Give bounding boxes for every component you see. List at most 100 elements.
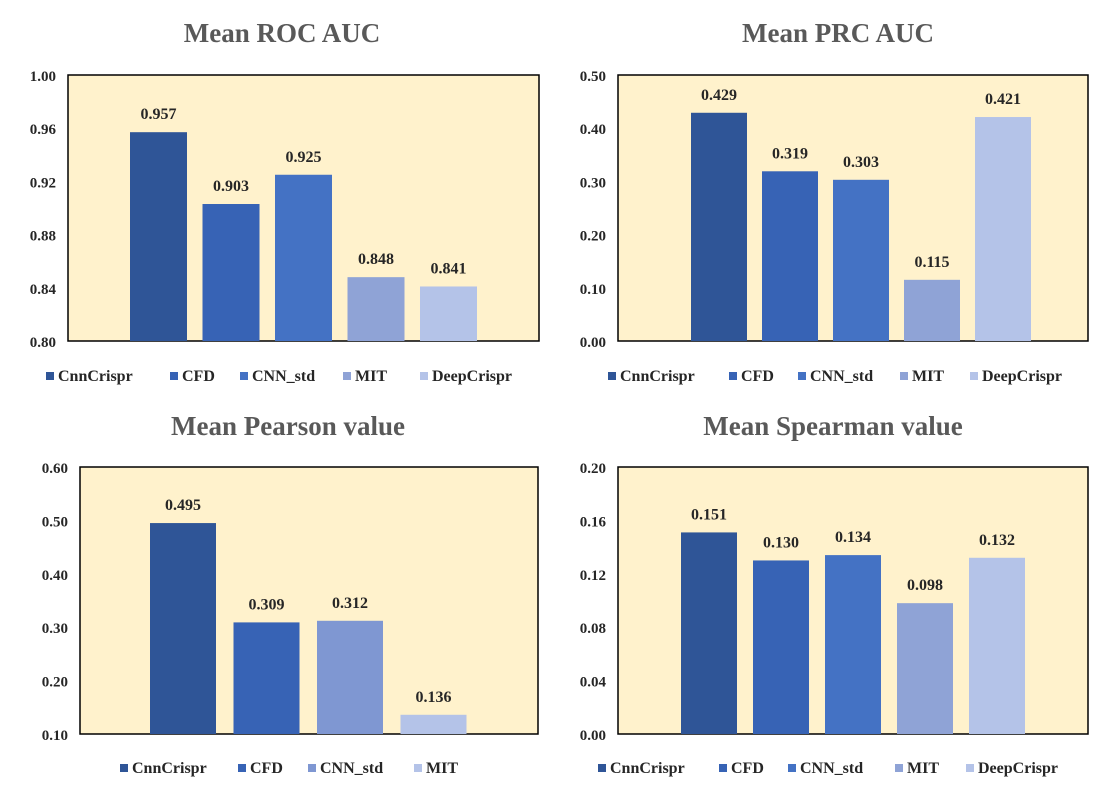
legend-item: CNN_std	[810, 368, 873, 385]
legend-swatch	[966, 764, 974, 772]
bar-deepcrispr	[975, 117, 1031, 341]
data-label: 0.303	[843, 154, 879, 171]
y-tick-label: 0.84	[30, 282, 57, 298]
legend-item: DeepCrispr	[982, 368, 1062, 385]
legend-item: CnnCrispr	[132, 760, 207, 777]
data-label: 0.151	[691, 506, 727, 523]
data-label: 0.848	[358, 251, 394, 268]
legend-item: MIT	[907, 760, 939, 777]
legend-swatch	[895, 764, 903, 772]
legend-swatch	[598, 764, 606, 772]
data-label: 0.957	[141, 106, 177, 123]
bar-cfd	[202, 204, 260, 341]
bar-cnncrispr	[691, 112, 747, 341]
legend-item: CFD	[731, 760, 764, 777]
data-label: 0.429	[701, 87, 737, 104]
plot-area	[79, 466, 539, 735]
y-tick-label: 0.10	[42, 728, 68, 744]
legend-swatch	[420, 372, 428, 380]
data-label: 0.903	[213, 178, 249, 195]
legend-swatch	[900, 372, 908, 380]
legend-item: CNN_std	[320, 760, 383, 777]
bar-cnn-std	[833, 179, 889, 341]
y-tick-label: 0.96	[30, 122, 57, 138]
y-tick-label: 0.16	[580, 514, 607, 530]
chart-panel-2: Mean PRC AUC 0.00 0.10 0.20 0.30 0.40 0.50 0.42…	[580, 18, 1089, 385]
legend-item: CFD	[741, 368, 774, 385]
data-label: 0.319	[772, 145, 808, 162]
legend-swatch	[120, 764, 128, 772]
data-label: 0.115	[914, 254, 949, 271]
bar-deepcrispr	[420, 286, 477, 341]
data-label: 0.134	[835, 529, 871, 546]
legend-item: CNN_std	[252, 368, 315, 385]
legend-swatch	[240, 372, 248, 380]
bar-mit	[897, 603, 953, 734]
legend-item: DeepCrispr	[978, 760, 1058, 777]
legend-swatch	[238, 764, 246, 772]
legend-item: MIT	[912, 368, 944, 385]
legend-swatch	[170, 372, 178, 380]
y-tick-label: 0.50	[580, 69, 606, 85]
y-tick-label: 0.30	[42, 621, 68, 637]
data-label: 0.136	[416, 689, 452, 706]
chart-panel-1: Mean ROC AUC 0.80 0.84 0.88 0.92 0.96 1.00 0.95…	[30, 18, 540, 385]
y-tick-label: 1.00	[30, 69, 56, 85]
bar-cfd	[753, 560, 809, 734]
chart-panel-4: Mean Spearman value 0.00 0.04 0.08 0.12 0.16 0…	[580, 411, 1089, 777]
bar-cnn-std	[317, 620, 383, 734]
legend-swatch	[719, 764, 727, 772]
y-tick-label: 0.80	[30, 335, 56, 351]
legend-item: CFD	[182, 368, 215, 385]
bar-cnncrispr	[130, 132, 187, 341]
chart-title: Mean Spearman value	[703, 411, 963, 441]
data-label: 0.098	[907, 577, 943, 594]
y-tick-label: 0.10	[580, 282, 606, 298]
legend-item: DeepCrispr	[432, 368, 512, 385]
chart-title: Mean PRC AUC	[742, 18, 934, 48]
y-tick-label: 0.20	[580, 229, 606, 245]
y-tick-label: 0.30	[580, 175, 606, 191]
bar-cnncrispr	[681, 532, 737, 734]
legend-swatch	[729, 372, 737, 380]
y-tick-label: 0.50	[42, 514, 68, 530]
bar-deepcrispr	[969, 557, 1025, 734]
bar-cfd	[762, 171, 818, 341]
y-tick-label: 0.92	[30, 175, 56, 191]
y-tick-label: 0.00	[580, 335, 606, 351]
bar-mit	[347, 277, 405, 341]
chart-title: Mean Pearson value	[171, 411, 405, 441]
legend-swatch	[308, 764, 316, 772]
data-label: 0.309	[249, 596, 285, 613]
y-tick-label: 0.08	[580, 621, 606, 637]
legend-swatch	[798, 372, 806, 380]
legend-item: MIT	[355, 368, 387, 385]
y-tick-label: 0.88	[30, 229, 56, 245]
legend-swatch	[343, 372, 351, 380]
legend-swatch	[46, 372, 54, 380]
y-tick-label: 0.40	[580, 122, 606, 138]
y-tick-label: 0.00	[580, 728, 606, 744]
legend-item: CFD	[250, 760, 283, 777]
legend-item: CNN_std	[800, 760, 863, 777]
bar-cfd	[233, 622, 300, 734]
data-label: 0.312	[332, 595, 368, 612]
legend-swatch	[970, 372, 978, 380]
data-label: 0.132	[979, 532, 1015, 549]
bar-cnn-std	[275, 174, 332, 341]
y-tick-label: 0.12	[580, 568, 606, 584]
y-tick-label: 0.20	[580, 461, 606, 477]
chart-panel-3: Mean Pearson value 0.10 0.20 0.30 0.40 0.50 0.…	[42, 411, 539, 777]
bar-mit	[904, 279, 960, 341]
y-tick-label: 0.04	[580, 675, 607, 691]
legend-item: CnnCrispr	[620, 368, 695, 385]
data-label: 0.130	[763, 534, 799, 551]
data-label: 0.421	[985, 91, 1021, 108]
y-tick-label: 0.40	[42, 568, 68, 584]
bar-cnncrispr	[150, 523, 216, 734]
legend-item: CnnCrispr	[58, 368, 133, 385]
y-tick-label: 0.60	[42, 461, 68, 477]
legend-item: MIT	[426, 760, 458, 777]
